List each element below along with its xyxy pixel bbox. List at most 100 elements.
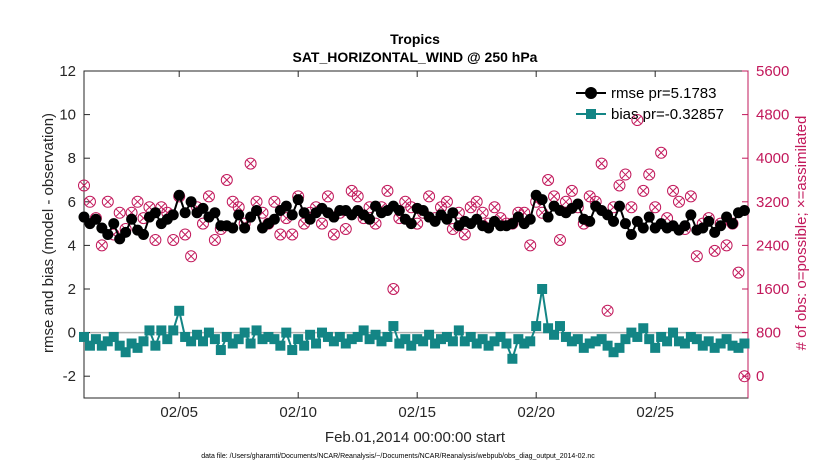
bias-data-point (221, 331, 232, 342)
obs-assimilated-x (199, 219, 207, 228)
obs-assimilated-x (151, 236, 160, 244)
obs-possible-circle (423, 190, 436, 203)
x-tick-label: 02/15 (398, 404, 436, 421)
obs-possible-circle (524, 239, 537, 252)
y2-tick-label: 1600 (756, 281, 789, 298)
bias-data-point (287, 345, 298, 356)
rmse-data-point (90, 213, 102, 225)
obs-count-point (720, 239, 733, 252)
bias-data-point (132, 342, 143, 353)
obs-possible-circle (684, 190, 697, 203)
x-tick-label: 02/25 (636, 404, 674, 421)
obs-assimilated-x (633, 116, 642, 124)
rmse-data-point (286, 209, 298, 221)
obs-possible-circle (595, 157, 608, 170)
bias-data-point (382, 331, 393, 342)
rmse-data-point (619, 218, 631, 230)
bias-data-point (251, 325, 262, 336)
bias-data-point (305, 329, 316, 340)
bias-data-point (108, 331, 119, 342)
obs-count-point (613, 179, 626, 192)
rmse-data-point (447, 207, 459, 219)
obs-assimilated-x (288, 230, 297, 239)
obs-assimilated-x (568, 187, 576, 195)
bias-data-point (275, 340, 286, 351)
bias-data-point (668, 327, 679, 338)
bias-data-point (703, 336, 714, 347)
obs-count-point (196, 217, 209, 230)
obs-possible-circle (339, 223, 352, 236)
obs-assimilated-x (169, 236, 178, 244)
obs-count-point (643, 168, 656, 181)
obs-count-point (101, 195, 114, 208)
bias-data-point (453, 325, 464, 336)
obs-assimilated-x (115, 208, 124, 217)
obs-possible-circle (268, 195, 281, 208)
obs-possible-circle (553, 233, 566, 246)
bias-data-point (138, 336, 149, 347)
obs-assimilated-x (234, 203, 243, 212)
obs-possible-circle (720, 239, 733, 252)
rmse-data-point (613, 200, 625, 212)
bias-data-point (406, 340, 417, 351)
rmse-data-point (185, 196, 197, 208)
obs-possible-circle (101, 195, 114, 208)
rmse-data-point (393, 205, 405, 217)
obs-count-point (565, 184, 578, 197)
obs-possible-circle (476, 206, 489, 219)
legend-bias-marker (586, 109, 596, 119)
bias-data-point (632, 331, 643, 342)
obs-count-point (458, 228, 471, 241)
obs-assimilated-x (603, 306, 612, 315)
obs-possible-circle (732, 266, 745, 279)
rmse-data-point (173, 189, 185, 201)
obs-count-point (315, 217, 328, 230)
bias-data-point (495, 331, 506, 342)
rmse-data-point (536, 194, 548, 206)
rmse-data-point (280, 200, 292, 212)
bias-data-point (662, 336, 673, 347)
obs-possible-circle (185, 250, 198, 263)
obs-count-point (667, 184, 680, 197)
obs-assimilated-x (544, 176, 552, 184)
obs-possible-circle (351, 190, 364, 203)
obs-possible-circle (631, 114, 644, 127)
obs-count-point (381, 184, 394, 197)
bias-data-point (150, 340, 161, 351)
bias-data-point (233, 334, 244, 345)
obs-count-point (423, 190, 436, 203)
obs-possible-circle (220, 174, 233, 186)
rmse-data-point (364, 213, 376, 225)
obs-count-point (595, 157, 608, 170)
obs-possible-circle (708, 244, 721, 257)
obs-possible-circle (286, 228, 299, 241)
bias-data-point (197, 336, 208, 347)
obs-assimilated-x (181, 230, 190, 239)
rmse-data-point (167, 209, 179, 221)
bias-data-point (162, 334, 173, 345)
y-tick-label: -2 (63, 368, 76, 385)
obs-count-point (387, 283, 400, 295)
obs-possible-circle (179, 228, 192, 241)
obs-possible-circle (95, 239, 108, 252)
obs-assimilated-x (692, 252, 701, 261)
obs-count-point (274, 228, 287, 241)
obs-assimilated-x (389, 285, 398, 293)
obs-count-point (470, 195, 483, 208)
bias-data-point (174, 305, 185, 316)
legend-bias-label: bias pr=-0.32857 (611, 106, 724, 123)
rmse-data-point (108, 218, 120, 230)
chart-title: Tropics (390, 31, 440, 47)
obs-count-point (553, 233, 566, 246)
rmse-data-point (251, 205, 263, 217)
rmse-data-point (149, 207, 161, 219)
y2-tick-label: 0 (756, 368, 764, 385)
y2-tick-label: 800 (756, 325, 781, 342)
obs-assimilated-x (133, 197, 142, 206)
obs-assimilated-x (740, 372, 749, 381)
rmse-data-point (715, 220, 727, 232)
obs-possible-circle (542, 174, 555, 186)
obs-assimilated-x (97, 241, 106, 250)
bias-data-point (269, 334, 280, 345)
bias-data-point (311, 338, 322, 349)
